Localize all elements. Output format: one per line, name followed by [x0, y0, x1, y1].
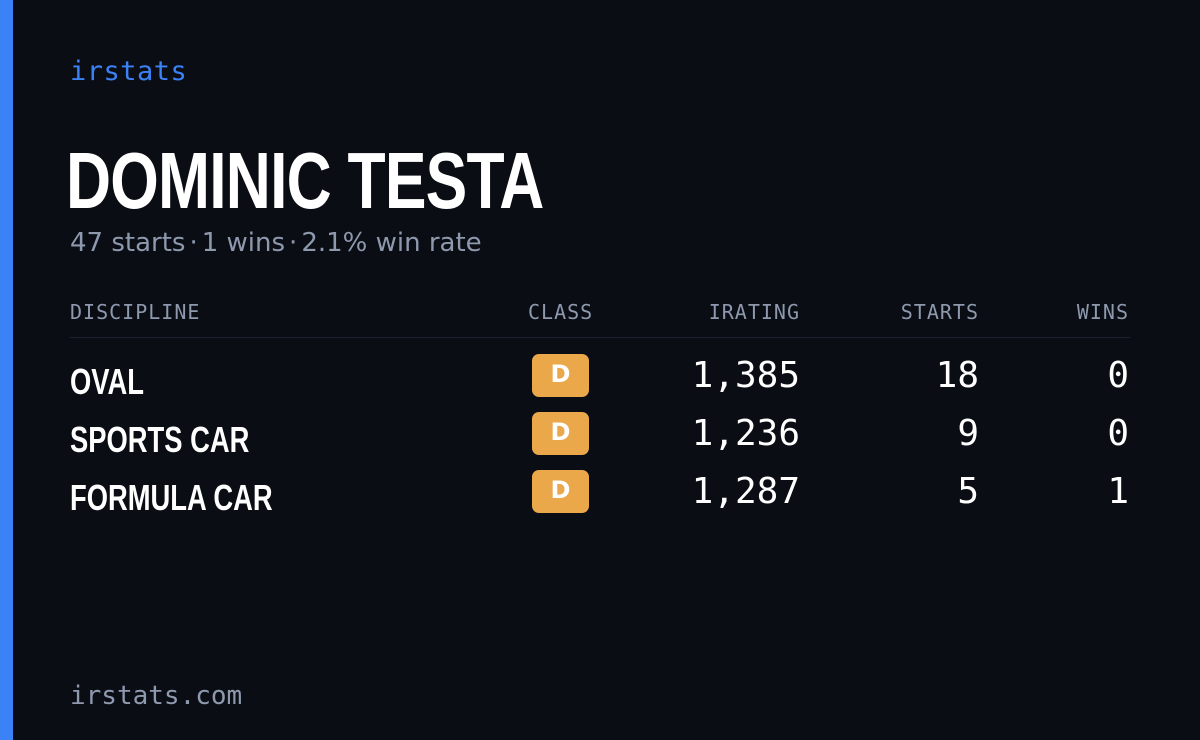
table-row: OVAL D 1,385 18 0	[0, 353, 1200, 411]
wins-value: 0	[1107, 413, 1129, 454]
class-badge: D	[532, 412, 589, 455]
irating-value: 1,287	[691, 471, 800, 512]
column-header-wins: WINS	[1076, 300, 1129, 324]
summary-win-rate: 2.1% win rate	[301, 228, 482, 258]
column-header-irating: IRATING	[708, 300, 800, 324]
table-row: SPORTS CAR D 1,236 9 0	[0, 411, 1200, 469]
summary-starts: 47 starts	[70, 228, 186, 258]
table-row: FORMULA CAR D 1,287 5 1	[0, 469, 1200, 527]
summary-separator: ·	[289, 228, 298, 258]
wins-value: 0	[1107, 355, 1129, 396]
starts-value: 18	[935, 355, 979, 396]
driver-name: DOMINIC TESTA	[66, 136, 544, 225]
brand-logo-text: irstats	[70, 56, 188, 87]
wins-value: 1	[1107, 471, 1129, 512]
discipline-name: FORMULA CAR	[70, 477, 273, 518]
table-header-divider	[70, 337, 1130, 338]
footer-site-link[interactable]: irstats.com	[70, 681, 243, 711]
discipline-name: SPORTS CAR	[70, 419, 250, 460]
starts-value: 5	[957, 471, 979, 512]
summary-separator: ·	[189, 228, 198, 258]
class-badge: D	[532, 470, 589, 513]
accent-bar	[0, 0, 13, 740]
irating-value: 1,236	[691, 413, 800, 454]
column-header-class: CLASS	[528, 300, 594, 324]
irating-value: 1,385	[691, 355, 800, 396]
column-header-starts: STARTS	[900, 300, 979, 324]
summary-wins: 1 wins	[201, 228, 286, 258]
class-badge: D	[532, 354, 589, 397]
discipline-name: OVAL	[70, 361, 144, 402]
starts-value: 9	[957, 413, 979, 454]
column-header-discipline: DISCIPLINE	[70, 300, 201, 324]
driver-summary: 47 starts · 1 wins · 2.1% win rate	[70, 228, 482, 258]
